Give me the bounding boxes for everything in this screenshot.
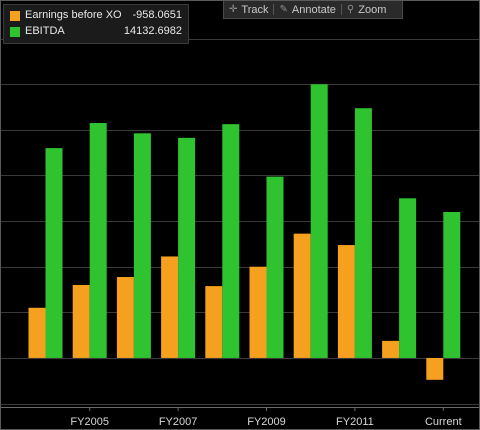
bar-earnings xyxy=(205,286,223,358)
annotate-button[interactable]: ✎ Annotate xyxy=(274,4,340,16)
bar-ebitda xyxy=(178,137,196,358)
bar-ebitda xyxy=(443,211,461,358)
bar-earnings xyxy=(249,266,267,358)
legend-label-earnings: Earnings before XO xyxy=(25,9,122,21)
bar-earnings xyxy=(382,340,400,358)
bar-ebitda xyxy=(310,84,328,358)
bar-earnings xyxy=(116,276,134,358)
legend-entry-earnings: Earnings before XO -958.0651 xyxy=(4,8,188,24)
bar-ebitda xyxy=(266,176,284,358)
x-tick-label: FY2009 xyxy=(247,416,286,428)
bar-ebitda xyxy=(354,108,372,358)
toolbar-divider xyxy=(273,4,275,15)
pencil-icon: ✎ xyxy=(279,4,288,15)
legend-swatch-earnings xyxy=(10,11,20,21)
legend-label-ebitda: EBITDA xyxy=(25,25,65,37)
legend-value-earnings: -958.0651 xyxy=(132,9,182,21)
bar-ebitda xyxy=(89,123,107,358)
toolbar-divider xyxy=(340,4,342,15)
x-tick-label: FY2005 xyxy=(70,416,109,428)
bar-earnings xyxy=(337,245,355,358)
bar-ebitda xyxy=(222,124,240,358)
zoom-label: Zoom xyxy=(358,3,387,16)
bar-ebitda xyxy=(399,198,417,358)
bar-earnings xyxy=(426,357,444,380)
bar-earnings xyxy=(28,307,46,358)
track-label: Track xyxy=(241,3,269,16)
x-tick-label: FY2007 xyxy=(159,416,198,428)
legend-entry-ebitda: EBITDA 14132.6982 xyxy=(4,24,188,40)
crosshair-icon: ✛ xyxy=(229,4,238,15)
bar-ebitda xyxy=(133,133,151,358)
bar-earnings xyxy=(293,233,311,358)
x-tick-label: Current xyxy=(425,416,462,428)
magnifier-icon: ⚲ xyxy=(346,4,355,15)
legend: Earnings before XO -958.0651 EBITDA 1413… xyxy=(3,4,189,44)
bar-earnings xyxy=(72,284,90,358)
track-button[interactable]: ✛ Track xyxy=(224,4,273,16)
chart-toolbar: ✛ Track ✎ Annotate ⚲ Zoom xyxy=(223,1,403,19)
bar-ebitda xyxy=(45,148,63,358)
annotate-label: Annotate xyxy=(291,3,336,16)
legend-value-ebitda: 14132.6982 xyxy=(123,25,182,37)
x-tick-label: FY2011 xyxy=(336,416,374,428)
bar-earnings xyxy=(161,256,179,358)
legend-swatch-ebitda xyxy=(10,27,20,37)
zoom-button[interactable]: ⚲ Zoom xyxy=(342,4,391,16)
